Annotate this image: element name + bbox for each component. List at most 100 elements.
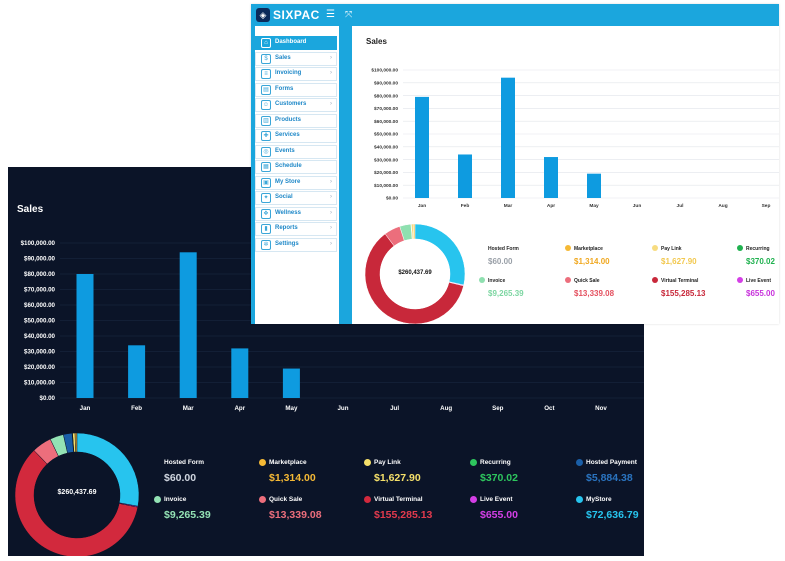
calendar-icon: ▦: [261, 162, 271, 172]
sidebar-item-products[interactable]: ▥ Products: [255, 113, 337, 128]
reports-icon: ▮: [261, 224, 271, 234]
light-bar-jan[interactable]: [415, 96, 429, 198]
light-legend-value: $13,339.08: [574, 289, 615, 298]
sidebar-item-dashboard[interactable]: ⌂ Dashboard: [255, 36, 337, 50]
light-y-tick-label: $60,000.00: [374, 119, 398, 125]
dark-legend-item: Live Event $655.00: [470, 496, 518, 521]
chevron-right-icon: ›: [330, 240, 332, 247]
sidebar-item-label: Invoicing: [275, 70, 302, 76]
user-icon: ☺: [261, 100, 271, 110]
sidebar-item-customers[interactable]: ☺ Customers ›: [255, 98, 337, 112]
dark-legend-dot-icon: [259, 496, 266, 503]
light-legend-value: $370.02: [746, 257, 775, 266]
dark-x-tick-jun: Jun: [337, 405, 348, 412]
dark-y-tick-label: $70,000.00: [24, 287, 56, 294]
dark-legend-item: Quick Sale $13,339.08: [259, 496, 322, 521]
dark-legend-dot-icon: [576, 459, 583, 466]
sidebar-item-social[interactable]: ✦ Social ›: [255, 191, 337, 205]
dark-y-tick-label: $20,000.00: [24, 364, 56, 371]
dark-sales-title: Sales: [17, 204, 44, 215]
dark-bar-feb[interactable]: [128, 345, 146, 398]
dark-legend-label: Marketplace: [269, 459, 307, 466]
dark-legend-label: Hosted Payment: [586, 459, 637, 466]
dark-bar-jan[interactable]: [76, 274, 94, 398]
light-legend-label: Hosted Form: [488, 246, 519, 252]
gear-icon: ✲: [261, 239, 271, 250]
expand-icon[interactable]: ⤧: [345, 9, 353, 19]
light-legend-item: Marketplace $1,314.00: [565, 245, 610, 266]
light-legend-item: Invoice $9,265.39: [479, 277, 524, 298]
light-legend-item: Pay Link $1,627.90: [652, 245, 697, 266]
dark-y-tick-label: $10,000.00: [24, 380, 56, 387]
dark-legend-value: $1,314.00: [269, 472, 316, 484]
light-legend-value: $1,314.00: [574, 257, 610, 266]
dark-legend-label: MyStore: [586, 496, 612, 503]
light-legend-label: Quick Sale: [574, 278, 600, 284]
sidebar-item-forms[interactable]: ▤ Forms: [255, 82, 337, 97]
light-legend-dot-icon: [652, 245, 658, 251]
forms-icon: ▤: [261, 84, 271, 95]
dark-legend-value: $370.02: [480, 472, 518, 484]
dark-x-tick-feb: Feb: [131, 405, 142, 412]
dark-legend-value: $155,285.13: [374, 509, 433, 521]
sidebar-item-settings[interactable]: ✲ Settings ›: [255, 237, 337, 252]
sidebar-item-invoicing[interactable]: ≡ Invoicing ›: [255, 67, 337, 81]
dark-bar-apr[interactable]: [231, 348, 249, 398]
sidebar-item-events[interactable]: ◎ Events: [255, 144, 337, 159]
light-legend-item: Live Event $655.00: [737, 277, 775, 298]
dark-y-tick-label: $80,000.00: [24, 271, 56, 278]
dark-legend-dot-icon: [576, 496, 583, 503]
dark-legend-value: $13,339.08: [269, 509, 322, 521]
chevron-right-icon: ›: [330, 209, 332, 216]
light-legend-label: Live Event: [746, 278, 772, 284]
sidebar-item-sales[interactable]: $ Sales ›: [255, 51, 337, 66]
dark-bar-mar[interactable]: [179, 252, 197, 398]
dark-legend-value: $9,265.39: [164, 509, 211, 521]
light-legend-item: Hosted Form $60.00: [488, 246, 519, 266]
sidebar-item-label: Schedule: [275, 163, 302, 169]
light-legend-value: $655.00: [746, 289, 775, 298]
dark-y-tick-label: $30,000.00: [24, 349, 56, 356]
light-y-tick-label: $80,000.00: [374, 93, 398, 99]
sidebar-item-reports[interactable]: ▮ Reports ›: [255, 222, 337, 236]
light-x-tick-jun: Jun: [633, 203, 642, 209]
hamburger-icon[interactable]: ☰: [326, 9, 335, 20]
dark-bar-may[interactable]: [282, 368, 300, 398]
sidebar-item-label: Sales: [275, 54, 291, 61]
sidebar-item-label: Products: [275, 116, 302, 123]
dark-legend-item: MyStore $72,636.79: [576, 496, 639, 521]
dark-legend-label: Virtual Terminal: [374, 496, 423, 503]
dark-legend-label: Pay Link: [374, 459, 401, 466]
dark-x-tick-oct: Oct: [544, 405, 554, 412]
sidebar-item-label: My Store: [275, 178, 301, 185]
light-legend-dot-icon: [737, 277, 743, 283]
light-bar-may[interactable]: [587, 173, 601, 198]
light-bar-feb[interactable]: [458, 154, 472, 198]
sidebar-item-label: Dashboard: [275, 39, 307, 45]
dark-legend-dot-icon: [364, 496, 371, 503]
light-x-tick-jul: Jul: [677, 203, 684, 209]
dark-x-tick-may: May: [285, 405, 298, 412]
dark-legend-item: Pay Link $1,627.90: [364, 459, 421, 484]
sidebar-item-services[interactable]: ✚ Services: [255, 129, 337, 143]
light-sales-chart: $0.00 $10,000.00 $20,000.00 $30,000.00 $40,0…: [364, 68, 779, 324]
light-legend-item: Quick Sale $13,339.08: [565, 277, 615, 298]
store-icon: ▣: [261, 177, 271, 188]
sidebar-item-wellness[interactable]: ❖ Wellness ›: [255, 206, 337, 221]
light-bar-apr[interactable]: [544, 157, 558, 198]
sidebar-item-schedule[interactable]: ▦ Schedule: [255, 160, 337, 174]
light-legend-value: $155,285.13: [661, 289, 706, 298]
light-donut-total: $260,437.69: [398, 270, 432, 276]
dark-slice-virtual-terminal[interactable]: [14, 450, 139, 556]
sidebar-item-label: Customers: [275, 101, 307, 107]
dark-legend-dot-icon: [154, 496, 161, 503]
light-legend-label: Pay Link: [661, 246, 682, 252]
sidebar-item-my-store[interactable]: ▣ My Store ›: [255, 175, 337, 190]
light-legend-value: $1,627.90: [661, 257, 697, 266]
dark-y-tick-label: $60,000.00: [24, 302, 56, 309]
light-bar-mar[interactable]: [501, 77, 515, 198]
light-legend-label: Marketplace: [574, 246, 603, 252]
dark-x-tick-sep: Sep: [492, 405, 504, 412]
services-icon: ✚: [261, 131, 271, 141]
chevron-right-icon: ›: [330, 225, 332, 231]
